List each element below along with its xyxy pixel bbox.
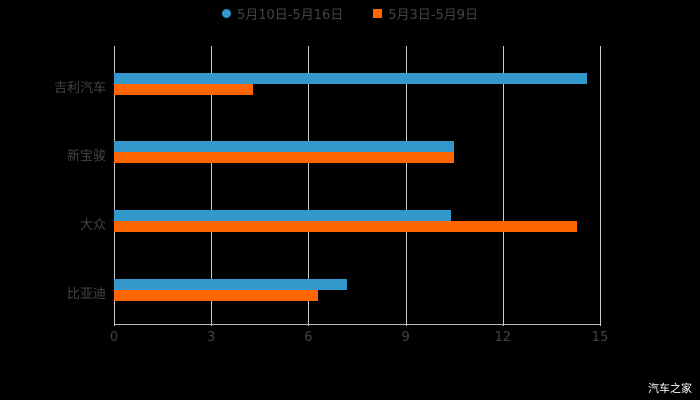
legend: 5月10日-5月16日 5月3日-5月9日 xyxy=(0,4,700,23)
legend-label: 5月10日-5月16日 xyxy=(236,8,344,23)
x-axis xyxy=(114,324,600,325)
category-label: 大众 xyxy=(79,218,106,233)
legend-label: 5月3日-5月9日 xyxy=(388,8,479,23)
bar[interactable] xyxy=(114,221,578,232)
bar[interactable] xyxy=(114,141,455,152)
bar[interactable] xyxy=(114,210,451,221)
bar[interactable] xyxy=(114,73,588,84)
gridline xyxy=(405,46,407,326)
x-tick-label: 12 xyxy=(494,330,512,345)
bar[interactable] xyxy=(114,279,348,290)
legend-marker-blue-icon xyxy=(221,9,231,18)
plot-area xyxy=(114,46,601,326)
legend-item-series-1[interactable]: 5月10日-5月16日 xyxy=(221,4,344,23)
legend-marker-orange-icon xyxy=(373,9,383,18)
watermark: 汽车之家 xyxy=(648,382,692,395)
bar[interactable] xyxy=(114,84,254,95)
bar[interactable] xyxy=(114,290,319,301)
gridline xyxy=(600,46,601,326)
gridline xyxy=(211,46,213,326)
x-tick-label: 15 xyxy=(591,330,609,345)
category-label: 新宝骏 xyxy=(66,149,106,164)
x-tick-label: 6 xyxy=(304,330,313,345)
category-label: 比亚迪 xyxy=(66,287,106,302)
gridline xyxy=(502,46,504,326)
gridline xyxy=(308,46,310,326)
category-label: 吉利汽车 xyxy=(53,81,106,96)
x-tick-label: 9 xyxy=(401,330,410,345)
x-tick-label: 0 xyxy=(109,330,119,345)
gridline xyxy=(114,46,115,326)
x-tick-label: 3 xyxy=(207,330,216,345)
legend-item-series-2[interactable]: 5月3日-5月9日 xyxy=(373,4,478,23)
bar[interactable] xyxy=(114,152,455,163)
